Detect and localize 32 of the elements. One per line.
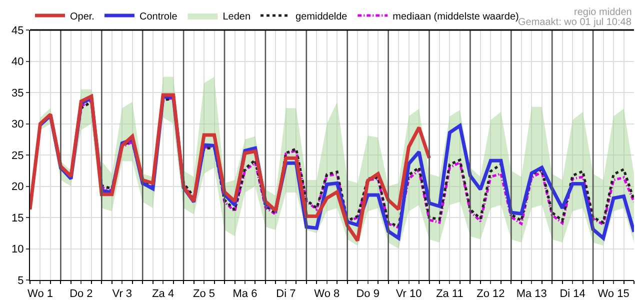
legend-label: Controle [139, 11, 178, 22]
y-tick-label: 5 [18, 274, 24, 287]
y-tick-label: 35 [12, 87, 24, 100]
line-series [30, 93, 431, 242]
x-tick-label: Di 7 [276, 288, 296, 300]
x-tick-label: Ma 6 [232, 288, 258, 300]
x-tick-label: Wo 8 [314, 288, 340, 300]
y-tick-label: 20 [12, 181, 24, 194]
x-tick-label: Wo 1 [28, 288, 53, 300]
text: Gemaakt: wo 01 jul 10:48 [518, 17, 632, 28]
y-tick-label: 25 [12, 150, 24, 162]
legend-label: Oper. [70, 11, 94, 22]
x-tick-label: Do 9 [356, 288, 380, 300]
y-tick-label: 45 [12, 24, 24, 37]
y-tick-label: 40 [12, 56, 24, 68]
text: regio midden [574, 7, 632, 18]
y-tick-label: 10 [12, 244, 24, 256]
y-tick-label: 30 [12, 118, 24, 131]
x-tick-label: Vr 3 [112, 288, 132, 300]
x-tick-label: Ma 13 [516, 288, 547, 300]
y-tick-label: 15 [12, 212, 24, 224]
x-tick-label: Za 4 [152, 288, 174, 300]
x-tick-label: Wo 15 [598, 288, 630, 300]
legend-label: gemiddelde [296, 11, 348, 22]
x-tick-label: Zo 5 [193, 288, 216, 300]
legend-label: Leden [222, 11, 251, 22]
x-tick-label: Za 11 [436, 288, 464, 300]
x-tick-label: Do 2 [70, 288, 93, 300]
x-tick-label: Vr 10 [396, 288, 422, 300]
x-tick-label: Di 14 [560, 288, 586, 300]
x-tick-label: Zo 12 [476, 288, 505, 300]
legend-label: mediaan (middelste waarde) [392, 11, 519, 22]
